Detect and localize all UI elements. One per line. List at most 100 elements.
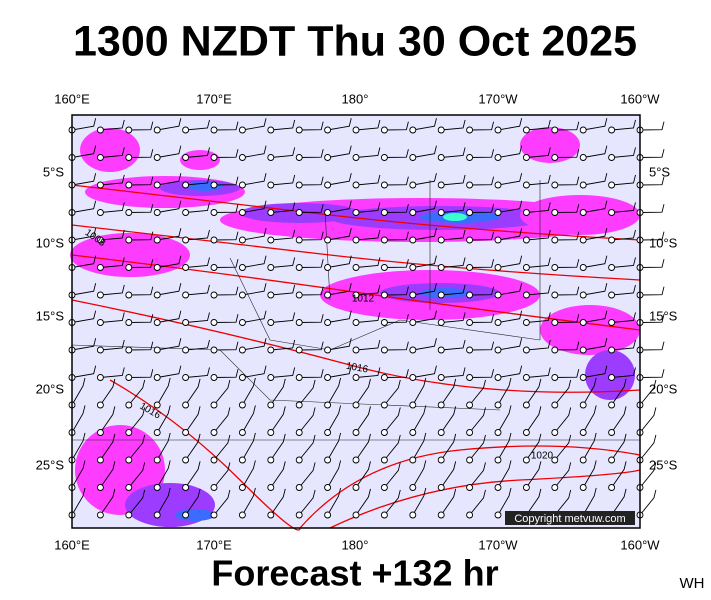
wind-barb <box>551 291 559 299</box>
wind-barb <box>639 204 665 213</box>
wind-barb <box>583 283 608 296</box>
wind-barb <box>608 374 616 381</box>
wind-barb <box>437 236 445 244</box>
wind-barb <box>182 484 190 491</box>
wind-barb <box>551 346 559 354</box>
wind-barb <box>497 460 512 488</box>
wind-barb <box>522 401 530 409</box>
wind-barb <box>128 149 154 158</box>
wind-barb <box>71 145 97 158</box>
wind-barb <box>100 147 125 158</box>
wind-barb <box>96 401 104 409</box>
wind-barb <box>71 255 97 268</box>
wind-barb <box>437 264 445 271</box>
wind-barb <box>551 236 559 244</box>
wind-barb <box>295 291 303 299</box>
wind-barb <box>551 181 559 189</box>
wind-barb <box>469 462 486 488</box>
wind-barb <box>238 401 246 409</box>
wind-barb <box>611 174 636 186</box>
wind-barb <box>522 209 530 216</box>
wind-barb <box>412 200 437 213</box>
wind-barb <box>185 202 210 213</box>
wind-barb <box>71 118 97 131</box>
wind-barb <box>242 255 267 268</box>
wind-barb <box>409 401 417 409</box>
wind-barb <box>327 283 352 296</box>
wind-barb <box>128 259 154 268</box>
wind-barb <box>352 126 360 134</box>
wind-barb <box>352 484 360 491</box>
wind-barb <box>409 264 417 271</box>
lon-label: 170°E <box>196 91 232 106</box>
wind-barb <box>295 264 303 271</box>
wind-barb <box>210 209 218 216</box>
wind-barb <box>355 257 381 268</box>
wind-barb <box>295 374 303 381</box>
wind-barb <box>182 374 190 381</box>
wind-barb <box>526 202 551 213</box>
wind-barb <box>185 147 210 158</box>
wind-barb <box>355 174 381 186</box>
wind-barb <box>270 461 286 488</box>
wind-barb <box>299 314 324 323</box>
wind-barb <box>579 291 587 299</box>
wind-barb <box>125 319 133 326</box>
wind-barb <box>611 339 636 351</box>
wind-barb <box>380 181 388 189</box>
wind-barb <box>380 291 388 299</box>
wind-barb <box>242 118 267 131</box>
wind-barb <box>355 406 371 433</box>
wind-barb <box>437 511 445 519</box>
wind-barb <box>213 434 231 461</box>
wind-barb <box>270 488 286 516</box>
wind-barb <box>96 264 104 271</box>
wind-barb <box>409 319 417 326</box>
wind-barb <box>412 365 437 378</box>
wind-barb <box>608 346 616 354</box>
wind-barb <box>639 379 657 406</box>
wind-barb <box>579 264 587 271</box>
wind-barb <box>639 489 657 516</box>
wind-barb <box>153 484 161 491</box>
wind-barb <box>554 341 580 351</box>
wind-barb <box>466 236 474 244</box>
wind-barb <box>213 176 239 186</box>
wind-barb <box>380 264 388 271</box>
wind-barb <box>355 339 381 351</box>
wind-barb <box>522 429 530 436</box>
lat-label: 5°S <box>649 164 670 179</box>
wind-barb <box>469 176 495 186</box>
wind-barb <box>327 118 352 131</box>
wind-barb <box>579 319 587 326</box>
wind-barb <box>639 434 657 461</box>
wind-barb <box>466 154 474 161</box>
wind-barb <box>327 228 352 241</box>
wind-barb <box>153 429 161 436</box>
wind-barb <box>96 511 104 519</box>
wind-barb <box>384 286 409 296</box>
wind-barb <box>125 154 133 161</box>
wind-barb <box>639 407 657 433</box>
wind-barb <box>185 378 201 406</box>
wind-barb <box>355 312 381 323</box>
wind-barb <box>153 264 161 271</box>
wind-barb <box>380 374 388 381</box>
wind-barb <box>497 145 523 158</box>
axis-labels: 160°E 170°E 180° 170°W 160°W 160°E 170°E… <box>36 91 678 552</box>
wind-barb <box>182 401 190 409</box>
wind-barb <box>440 406 457 433</box>
lat-label: 25°S <box>649 457 678 472</box>
wind-barb <box>554 369 580 378</box>
wind-barb <box>494 154 502 161</box>
wind-barb <box>579 374 587 381</box>
wind-barb <box>611 119 636 131</box>
wind-barb <box>210 319 218 326</box>
wind-barb <box>185 229 210 241</box>
wind-barb <box>611 229 636 241</box>
wind-barb <box>153 374 161 381</box>
wind-barb <box>242 365 267 378</box>
wind-barb <box>327 377 342 406</box>
wind-barb <box>96 456 104 464</box>
wind-barb <box>554 259 580 268</box>
